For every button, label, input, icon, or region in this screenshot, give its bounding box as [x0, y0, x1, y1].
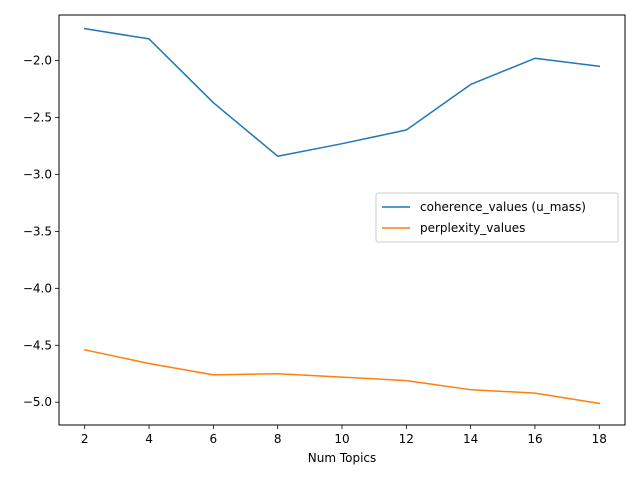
- series-line-1: [83, 348, 601, 405]
- x-axis-label: Num Topics: [308, 451, 377, 465]
- x-tick-label: 14: [463, 432, 478, 446]
- y-axis: −5.0 −4.5 −4.0 −3.5 −3.0 −2.5 −2.0: [23, 54, 59, 409]
- y-tick-label: −2.5: [23, 111, 52, 125]
- x-tick-label: 16: [527, 432, 542, 446]
- x-tick-label: 18: [592, 432, 607, 446]
- y-tick-label: −5.0: [23, 395, 52, 409]
- x-tick-label: 10: [334, 432, 349, 446]
- legend: coherence_values (u_mass) perplexity_valu…: [375, 192, 619, 243]
- y-tick-label: −3.0: [23, 167, 52, 181]
- x-tick-label: 4: [145, 432, 153, 446]
- series-line-0: [83, 27, 601, 157]
- legend-entry-1: perplexity_values: [420, 221, 525, 235]
- x-tick-label: 2: [81, 432, 89, 446]
- x-axis: 2 4 6 8 10 12 14 16 18: [81, 425, 607, 446]
- x-tick-label: 8: [274, 432, 282, 446]
- legend-entry-0: coherence_values (u_mass): [420, 200, 586, 214]
- x-tick-label: 12: [399, 432, 414, 446]
- plot-lines: [83, 27, 601, 405]
- legend-box: [375, 192, 619, 243]
- y-tick-label: −2.0: [23, 54, 52, 68]
- y-tick-label: −4.0: [23, 281, 52, 295]
- x-tick-label: 6: [210, 432, 218, 446]
- y-tick-label: −4.5: [23, 338, 52, 352]
- y-tick-label: −3.5: [23, 224, 52, 238]
